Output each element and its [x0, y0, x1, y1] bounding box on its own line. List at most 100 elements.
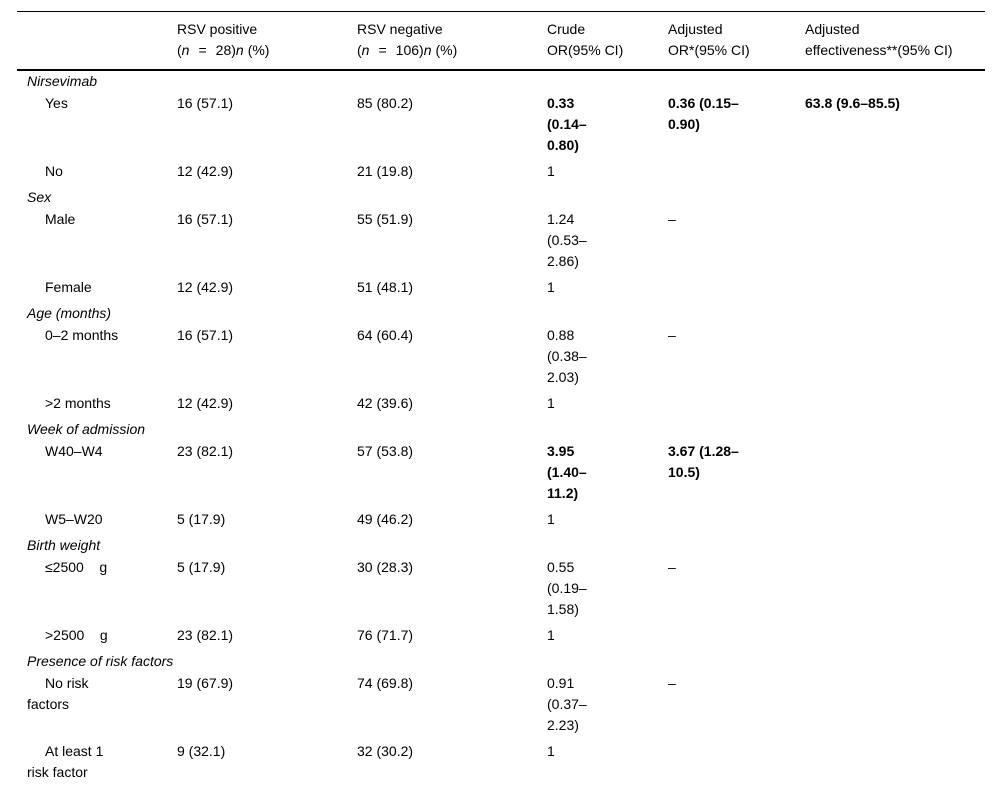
row-birth-weight-le-2500: ≤2500 g 5 (17.9) 30 (28.3) 0.55 (0.19– 1…	[17, 557, 985, 625]
cell-label: W5–W20	[45, 511, 103, 527]
cell-rsv-negative: 76 (71.7)	[357, 627, 414, 643]
section-row-week-of-admission: Week of admission	[17, 419, 985, 441]
section-label: Nirsevimab	[27, 73, 98, 89]
row-sex-female: Female 12 (42.9) 51 (48.1) 1	[17, 277, 985, 303]
cell-label: >2 months	[45, 395, 111, 411]
row-nirsevimab-no: No 12 (42.9) 21 (19.8) 1	[17, 161, 985, 187]
row-age-over-2-months: >2 months 12 (42.9) 42 (39.6) 1	[17, 393, 985, 419]
header-row: RSV positive (n = 28)n (%) RSV negative (n =…	[17, 12, 985, 71]
row-sex-male: Male 16 (57.1) 55 (51.9) 1.24 (0.53– 2.8…	[17, 209, 985, 277]
cell-label: ≤2500 g	[45, 559, 108, 575]
section-label: Sex	[27, 189, 52, 205]
cell-rsv-positive: 19 (67.9)	[177, 675, 234, 691]
cell-rsv-negative: 57 (53.8)	[357, 443, 414, 459]
cell-label: 0–2 months	[45, 327, 119, 343]
cell-adjusted-effectiveness	[805, 625, 985, 651]
cell-crude-or: 1.24 (0.53– 2.86)	[547, 211, 587, 269]
cell-adjusted-effectiveness	[805, 161, 985, 187]
study-table: RSV positive (n = 28)n (%) RSV negative (n =…	[17, 11, 985, 788]
cell-crude-or: 3.95 (1.40– 11.2)	[547, 443, 587, 501]
cell-adjusted-or: –	[668, 211, 676, 227]
cell-adjusted-or: –	[668, 559, 676, 575]
column-header-rsv-positive: RSV positive (n = 28)n (%)	[177, 12, 357, 71]
column-header-empty	[17, 12, 177, 71]
cell-crude-or: 0.55 (0.19– 1.58)	[547, 559, 587, 617]
cell-rsv-positive: 12 (42.9)	[177, 395, 234, 411]
cell-rsv-positive: 5 (17.9)	[177, 559, 226, 575]
column-header-crude-or: Crude OR(95% CI)	[547, 21, 624, 58]
cell-rsv-positive: 16 (57.1)	[177, 327, 234, 343]
row-age-0-2-months: 0–2 months 16 (57.1) 64 (60.4) 0.88 (0.3…	[17, 325, 985, 393]
section-label: Age (months)	[27, 305, 112, 321]
cell-rsv-negative: 74 (69.8)	[357, 675, 414, 691]
section-row-risk-factors: Presence of risk factors	[17, 651, 985, 673]
cell-adjusted-or	[668, 393, 805, 419]
cell-crude-or: 0.91 (0.37– 2.23)	[547, 675, 587, 733]
cell-rsv-positive: 5 (17.9)	[177, 511, 226, 527]
cell-crude-or: 0.33 (0.14– 0.80)	[547, 95, 587, 153]
row-week-w5-w20: W5–W20 5 (17.9) 49 (46.2) 1	[17, 509, 985, 535]
cell-crude-or: 1	[547, 743, 555, 759]
cell-rsv-negative: 49 (46.2)	[357, 511, 414, 527]
section-row-nirsevimab: Nirsevimab	[17, 70, 985, 93]
cell-rsv-negative: 42 (39.6)	[357, 395, 414, 411]
row-no-risk-factors: No risk factors 19 (67.9) 74 (69.8) 0.91…	[17, 673, 985, 741]
cell-label: Female	[45, 279, 92, 295]
cell-rsv-positive: 12 (42.9)	[177, 279, 234, 295]
cell-crude-or: 1	[547, 279, 555, 295]
cell-adjusted-effectiveness: 63.8 (9.6–85.5)	[805, 95, 900, 111]
cell-adjusted-effectiveness	[805, 509, 985, 535]
cell-rsv-negative: 64 (60.4)	[357, 327, 414, 343]
cell-rsv-negative: 55 (51.9)	[357, 211, 414, 227]
rsv-negative-title: RSV negative	[357, 21, 443, 37]
cell-label: >2500 g	[45, 627, 108, 643]
cell-rsv-positive: 12 (42.9)	[177, 163, 234, 179]
row-nirsevimab-yes: Yes 16 (57.1) 85 (80.2) 0.33 (0.14– 0.80…	[17, 93, 985, 161]
cell-crude-or: 1	[547, 511, 555, 527]
cell-rsv-positive: 9 (32.1)	[177, 743, 226, 759]
column-header-adjusted-or: Adjusted OR*(95% CI)	[668, 21, 750, 58]
cell-label: No risk factors	[27, 675, 89, 712]
cell-adjusted-effectiveness	[805, 441, 985, 509]
section-label: Week of admission	[27, 421, 146, 437]
cell-adjusted-effectiveness	[805, 741, 985, 788]
row-at-least-1-risk-factor: At least 1 risk factor 9 (32.1) 32 (30.2…	[17, 741, 985, 788]
cell-rsv-positive: 16 (57.1)	[177, 95, 234, 111]
cell-rsv-negative: 21 (19.8)	[357, 163, 414, 179]
cell-adjusted-or: 3.67 (1.28– 10.5)	[668, 443, 739, 480]
cell-rsv-positive: 16 (57.1)	[177, 211, 234, 227]
cell-adjusted-effectiveness	[805, 277, 985, 303]
section-row-age: Age (months)	[17, 303, 985, 325]
cell-rsv-negative: 85 (80.2)	[357, 95, 414, 111]
cell-rsv-negative: 30 (28.3)	[357, 559, 414, 575]
cell-label: No	[45, 163, 63, 179]
cell-label: W40–W4	[45, 443, 103, 459]
cell-adjusted-or: –	[668, 675, 676, 691]
rsv-negative-subtitle: (n = 106)n (%)	[357, 42, 458, 58]
column-header-adjusted-effectiveness: Adjusted effectiveness**(95% CI)	[805, 21, 953, 58]
section-label: Presence of risk factors	[27, 653, 174, 669]
column-header-rsv-negative: RSV negative (n = 106)n (%)	[357, 12, 547, 71]
cell-adjusted-or	[668, 741, 805, 788]
cell-rsv-positive: 23 (82.1)	[177, 443, 234, 459]
cell-crude-or: 1	[547, 627, 555, 643]
cell-crude-or: 0.88 (0.38– 2.03)	[547, 327, 587, 385]
cell-adjusted-or	[668, 625, 805, 651]
section-row-birth-weight: Birth weight	[17, 535, 985, 557]
cell-crude-or: 1	[547, 163, 555, 179]
cell-label: Male	[45, 211, 76, 227]
cell-adjusted-or	[668, 509, 805, 535]
cell-rsv-negative: 51 (48.1)	[357, 279, 414, 295]
cell-label: Yes	[45, 95, 68, 111]
row-week-w40-w4: W40–W4 23 (82.1) 57 (53.8) 3.95 (1.40– 1…	[17, 441, 985, 509]
cell-adjusted-effectiveness	[805, 325, 985, 393]
cell-adjusted-effectiveness	[805, 557, 985, 625]
cell-adjusted-effectiveness	[805, 673, 985, 741]
rsv-positive-title: RSV positive	[177, 21, 258, 37]
cell-label: At least 1 risk factor	[27, 743, 104, 780]
cell-adjusted-or: 0.36 (0.15– 0.90)	[668, 95, 739, 132]
rsv-positive-subtitle: (n = 28)n (%)	[177, 42, 270, 58]
cell-adjusted-or	[668, 161, 805, 187]
cell-crude-or: 1	[547, 395, 555, 411]
